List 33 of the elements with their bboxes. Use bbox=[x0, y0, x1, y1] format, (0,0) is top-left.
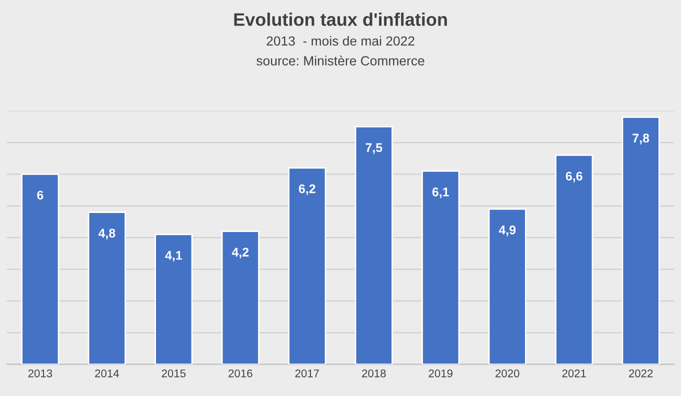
bar bbox=[555, 154, 594, 364]
bar bbox=[88, 212, 126, 364]
data-label: 7,5 bbox=[366, 143, 382, 154]
chart-title: Evolution taux d'inflation bbox=[234, 12, 447, 26]
bar bbox=[154, 234, 193, 364]
x-tick-label: 2018 bbox=[362, 369, 386, 378]
data-label: 6 bbox=[37, 190, 44, 200]
bar bbox=[221, 230, 260, 364]
bar bbox=[21, 174, 60, 364]
bar bbox=[622, 116, 660, 364]
data-label: 6,6 bbox=[566, 172, 582, 182]
source-note: source: Ministère Commerce bbox=[256, 56, 424, 66]
data-label: 4,2 bbox=[232, 248, 249, 258]
x-tick-label: 2021 bbox=[562, 369, 586, 378]
x-tick-label: 2020 bbox=[496, 369, 520, 378]
bar bbox=[422, 170, 460, 364]
x-tick-label: 2015 bbox=[162, 369, 186, 378]
data-label: 4,1 bbox=[165, 251, 182, 262]
data-label: 4,9 bbox=[498, 226, 516, 236]
data-label: 6,1 bbox=[432, 188, 449, 198]
x-tick-label: 2013 bbox=[28, 369, 52, 378]
x-tick-label: 2017 bbox=[295, 369, 319, 378]
bar bbox=[488, 208, 526, 364]
data-label: 4,8 bbox=[98, 228, 116, 240]
x-tick-label: 2022 bbox=[629, 369, 653, 378]
x-tick-label: 2019 bbox=[428, 369, 452, 378]
bar bbox=[288, 167, 326, 364]
x-tick-label: 2014 bbox=[95, 369, 119, 378]
bar bbox=[354, 126, 393, 364]
chart-subtitle: 2013 - mois de mai 2022 bbox=[266, 36, 414, 46]
x-tick-label: 2016 bbox=[228, 369, 252, 378]
data-label: 7,8 bbox=[632, 134, 650, 144]
data-label: 6,2 bbox=[298, 184, 316, 196]
